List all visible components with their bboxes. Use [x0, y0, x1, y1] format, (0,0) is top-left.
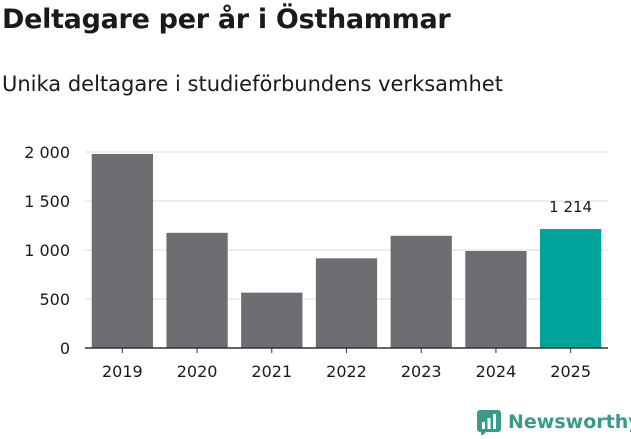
x-tick-label: 2019: [102, 362, 143, 381]
x-tick-label: 2025: [550, 362, 591, 381]
bar: [465, 250, 527, 348]
x-tick-label: 2024: [476, 362, 517, 381]
chart-subtitle: Unika deltagare i studieförbundens verks…: [2, 72, 503, 96]
y-tick-label: 2 000: [24, 143, 70, 162]
x-tick-label: 2023: [401, 362, 442, 381]
bar: [91, 153, 153, 348]
y-tick-label: 1 500: [24, 192, 70, 211]
x-tick-label: 2022: [326, 362, 367, 381]
x-tick-label: 2021: [251, 362, 292, 381]
y-tick-label: 1 000: [24, 241, 70, 260]
newsworthy-logo-icon: [477, 410, 501, 435]
bar: [540, 229, 602, 348]
y-tick-label: 0: [60, 339, 70, 358]
bar: [241, 292, 303, 348]
bar: [166, 232, 228, 348]
brand-logo: Newsworthy: [476, 406, 631, 438]
chart-title: Deltagare per år i Östhammar: [2, 4, 451, 35]
bar: [390, 235, 452, 348]
y-tick-label: 500: [39, 290, 70, 309]
brand-name: Newsworthy: [508, 411, 631, 433]
x-tick-label: 2020: [177, 362, 218, 381]
data-label: 1 214: [549, 198, 592, 216]
bar: [315, 258, 378, 348]
